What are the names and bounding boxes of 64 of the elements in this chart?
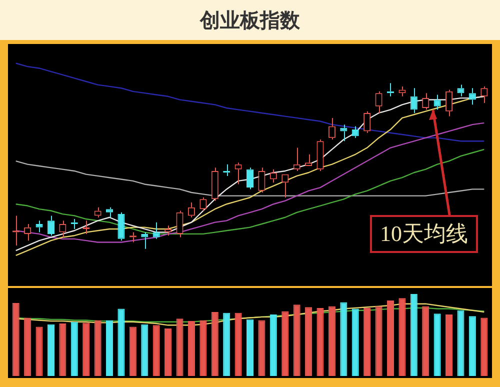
bar: [293, 304, 300, 376]
bar: [340, 302, 348, 376]
candlestick: [258, 167, 266, 194]
candlestick: [118, 212, 125, 242]
candlestick: [352, 126, 359, 138]
bar: [305, 307, 312, 376]
candlestick: [316, 138, 324, 172]
bar: [480, 318, 488, 376]
bar: [176, 318, 184, 376]
bar: [118, 308, 125, 376]
candlestick: [164, 225, 172, 236]
bar: [375, 306, 382, 376]
bar: [468, 316, 476, 376]
candlestick: [305, 154, 312, 166]
chart-title: 创业板指数: [0, 0, 500, 40]
candlestick: [457, 84, 464, 97]
bar: [386, 300, 394, 376]
bar: [24, 318, 32, 376]
bar: [234, 312, 242, 376]
annotation: 10天均线: [370, 215, 478, 253]
bar: [164, 328, 172, 376]
bar: [94, 320, 102, 376]
candlestick: [434, 94, 441, 110]
bar: [270, 314, 277, 376]
bar: [457, 310, 464, 376]
bar: [12, 303, 20, 376]
candlestick: [211, 167, 218, 202]
candlestick: [364, 110, 371, 134]
candlestick: [106, 206, 114, 218]
bar: [36, 326, 43, 376]
candlestick: [47, 215, 54, 236]
candlestick: [375, 90, 382, 114]
bar: [70, 322, 78, 376]
bar: [410, 294, 418, 376]
bar: [246, 319, 254, 376]
candlestick: [246, 167, 254, 190]
bar: [59, 324, 66, 376]
bar: [352, 308, 359, 376]
bar: [200, 320, 207, 376]
bar: [152, 325, 160, 376]
bar: [328, 306, 336, 376]
bar: [211, 312, 218, 376]
candlestick: [410, 88, 418, 114]
bar: [398, 298, 406, 376]
bar: [141, 324, 148, 376]
candlestick: [293, 147, 300, 172]
bar: [47, 324, 54, 376]
candlestick: [152, 222, 160, 240]
bar: [316, 308, 324, 376]
candlestick: [446, 89, 453, 117]
bar: [282, 311, 289, 376]
bar: [106, 320, 114, 376]
bar: [258, 320, 266, 376]
bar: [364, 308, 371, 376]
bar: [223, 312, 230, 376]
bar: [188, 321, 195, 376]
bar: [82, 322, 90, 376]
bar: [434, 314, 441, 376]
candlestick: [36, 220, 43, 233]
bar: [129, 326, 136, 376]
candlestick: [141, 232, 148, 250]
candlestick: [176, 210, 184, 238]
bar: [422, 306, 430, 376]
bar: [446, 314, 453, 376]
